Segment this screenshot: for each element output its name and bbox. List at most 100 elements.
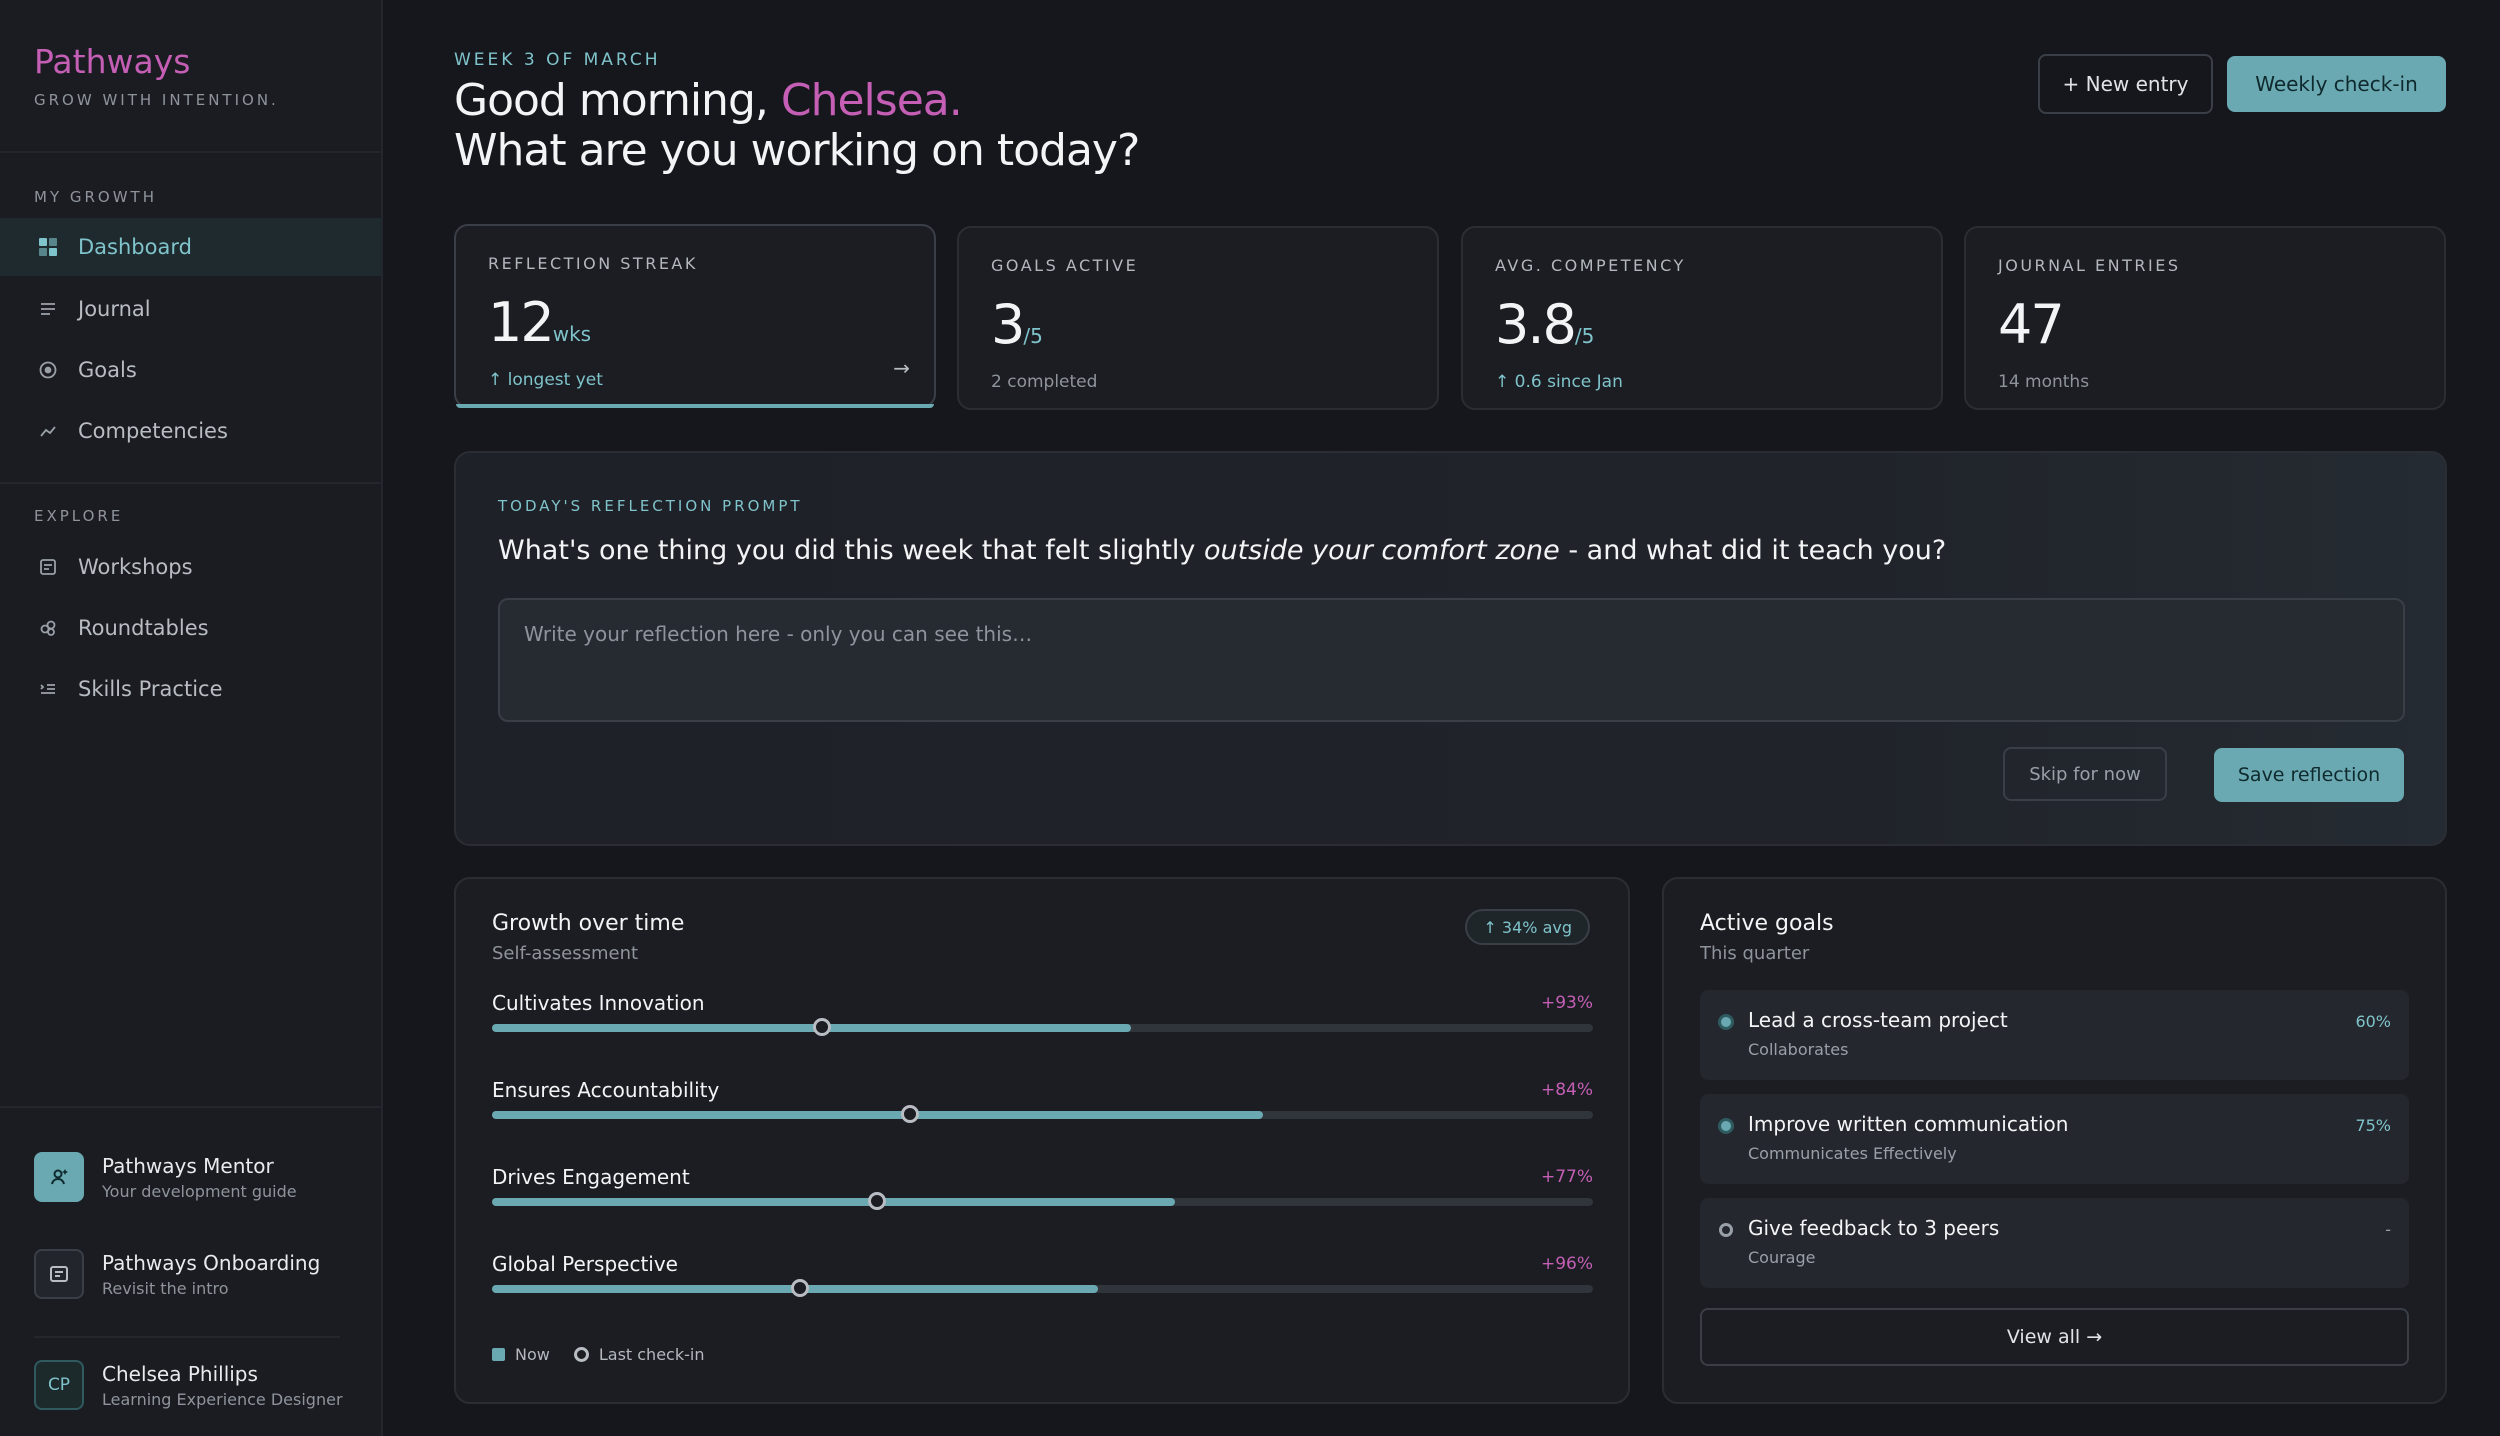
competency-label: Global Perspective <box>492 1252 678 1276</box>
page-title: Good morning, Chelsea. What are you work… <box>454 75 1140 176</box>
stat-sub: ↑ longest yet <box>488 370 603 390</box>
competency-delta: +77% <box>1540 1167 1593 1187</box>
goal-progress: 75% <box>2355 1116 2391 1135</box>
prompt-question: What's one thing you did this week that … <box>498 535 1947 566</box>
stat-card-journal-entries[interactable]: JOURNAL ENTRIES 47 14 months <box>1964 226 2446 410</box>
goal-status-icon <box>1718 1014 1734 1030</box>
competency-label: Cultivates Innovation <box>492 991 705 1015</box>
growth-title: Growth over time <box>492 911 685 936</box>
stat-card-goals-active[interactable]: GOALS ACTIVE 3/5 2 completed <box>957 226 1439 410</box>
brand[interactable]: Pathways GROW WITH INTENTION. <box>34 42 279 109</box>
sidebar-divider <box>0 1106 383 1108</box>
stat-sub: ↑ 0.6 since Jan <box>1495 372 1623 392</box>
skip-button[interactable]: Skip for now <box>2003 747 2167 801</box>
growth-badge: ↑ 34% avg <box>1465 909 1590 945</box>
sidebar-item-roundtables[interactable]: Roundtables <box>0 599 381 657</box>
mentor-card[interactable]: Pathways Mentor Your development guide <box>34 1152 297 1202</box>
goal-title: Lead a cross-team project <box>1748 1008 2008 1032</box>
goal-status-icon <box>1719 1223 1733 1237</box>
competency-row: Global Perspective +96% <box>492 1252 1593 1297</box>
legend-now-swatch <box>492 1348 505 1361</box>
sidebar-divider <box>0 482 383 484</box>
last-check-in-marker[interactable] <box>791 1279 810 1297</box>
sidebar-item-dashboard[interactable]: Dashboard <box>0 218 381 276</box>
sidebar-item-workshops[interactable]: Workshops <box>0 538 381 596</box>
stat-label: JOURNAL ENTRIES <box>1998 256 2181 275</box>
sidebar-item-label: Dashboard <box>78 235 192 259</box>
last-check-in-marker[interactable] <box>868 1192 887 1210</box>
reflection-input[interactable]: Write your reflection here - only you ca… <box>498 598 2405 722</box>
sidebar-item-goals[interactable]: Goals <box>0 341 381 399</box>
growth-panel: Growth over time Self-assessment ↑ 34% a… <box>454 877 1630 1404</box>
legend-now-label: Now <box>515 1345 550 1364</box>
competency-track <box>492 1192 1593 1210</box>
user-profile[interactable]: CP Chelsea Phillips Learning Experience … <box>34 1360 343 1410</box>
goals-panel: Active goals This quarter Lead a cross-t… <box>1662 877 2447 1404</box>
sidebar-item-label: Competencies <box>78 419 228 443</box>
competency-row: Cultivates Innovation +93% <box>492 991 1593 1036</box>
stat-card-reflection-streak[interactable]: REFLECTION STREAK 12wks ↑ longest yet → <box>454 224 936 408</box>
competency-row: Drives Engagement +77% <box>492 1165 1593 1210</box>
onboarding-sub: Revisit the intro <box>102 1278 229 1298</box>
stat-accent-bar <box>456 404 934 408</box>
brand-name[interactable]: Pathways <box>34 42 191 81</box>
weekly-check-in-button[interactable]: Weekly check-in <box>2227 56 2446 112</box>
competency-track <box>492 1018 1593 1036</box>
stat-value: 12wks <box>488 291 592 354</box>
competency-row: Ensures Accountability +84% <box>492 1078 1593 1123</box>
sidebar-item-competencies[interactable]: Competencies <box>0 402 381 460</box>
prompt-label: TODAY'S REFLECTION PROMPT <box>498 497 803 515</box>
stat-value: 3/5 <box>991 293 1043 356</box>
stat-card-avg-competency[interactable]: AVG. COMPETENCY 3.8/5 ↑ 0.6 since Jan <box>1461 226 1943 410</box>
goal-title: Improve written communication <box>1748 1112 2069 1136</box>
stat-label: REFLECTION STREAK <box>488 254 698 273</box>
section-label-explore: EXPLORE <box>34 507 124 525</box>
stat-sub: 14 months <box>1998 372 2090 392</box>
sidebar-divider <box>0 151 383 153</box>
competency-label: Ensures Accountability <box>492 1078 720 1102</box>
onboarding-card[interactable]: Pathways Onboarding Revisit the intro <box>34 1249 320 1299</box>
section-label-my-growth: MY GROWTH <box>34 188 157 206</box>
reflection-prompt-card: TODAY'S REFLECTION PROMPT What's one thi… <box>454 451 2447 846</box>
greeting-prefix: Good morning, <box>454 75 781 126</box>
growth-legend: Now Last check-in <box>492 1345 704 1364</box>
goal-item[interactable]: Give feedback to 3 peers Courage - <box>1700 1198 2409 1288</box>
lines-icon <box>38 299 58 319</box>
stat-label: GOALS ACTIVE <box>991 256 1139 275</box>
competency-track <box>492 1105 1593 1123</box>
user-first-name: Chelsea. <box>780 75 963 126</box>
competency-now-bar <box>492 1198 1175 1206</box>
target-icon <box>38 360 58 380</box>
view-all-goals-button[interactable]: View all → <box>1700 1308 2409 1366</box>
goal-title: Give feedback to 3 peers <box>1748 1216 2000 1240</box>
brand-tagline: GROW WITH INTENTION. <box>34 91 279 109</box>
new-entry-button[interactable]: + New entry <box>2038 54 2213 114</box>
save-reflection-button[interactable]: Save reflection <box>2214 748 2404 802</box>
sidebar-item-skills-practice[interactable]: Skills Practice <box>0 660 381 718</box>
last-check-in-marker[interactable] <box>813 1018 832 1036</box>
competency-label: Drives Engagement <box>492 1165 690 1189</box>
sidebar-item-journal[interactable]: Journal <box>0 280 381 338</box>
arrow-right-icon[interactable]: → <box>893 356 910 380</box>
onboarding-icon <box>34 1249 84 1299</box>
sidebar-item-label: Goals <box>78 358 137 382</box>
goal-progress: - <box>2385 1220 2391 1239</box>
legend-last-swatch <box>573 1347 589 1362</box>
goal-progress: 60% <box>2355 1012 2391 1031</box>
sidebar-item-label: Workshops <box>78 555 193 579</box>
sidebar-divider <box>34 1336 340 1338</box>
stat-value: 47 <box>1998 293 2065 356</box>
sidebar-item-label: Skills Practice <box>78 677 223 701</box>
goal-item[interactable]: Improve written communication Communicat… <box>1700 1094 2409 1184</box>
competency-now-bar <box>492 1024 1131 1032</box>
competency-delta: +84% <box>1540 1080 1593 1100</box>
grid-icon <box>38 237 58 257</box>
last-check-in-marker[interactable] <box>901 1105 920 1123</box>
goal-competency: Communicates Effectively <box>1748 1144 1957 1163</box>
week-label: WEEK 3 OF MARCH <box>454 50 661 70</box>
people-icon <box>38 618 58 638</box>
greeting-question: What are you working on today? <box>454 125 1140 176</box>
goal-item[interactable]: Lead a cross-team project Collaborates 6… <box>1700 990 2409 1080</box>
avatar: CP <box>34 1360 84 1410</box>
competency-track <box>492 1279 1593 1297</box>
